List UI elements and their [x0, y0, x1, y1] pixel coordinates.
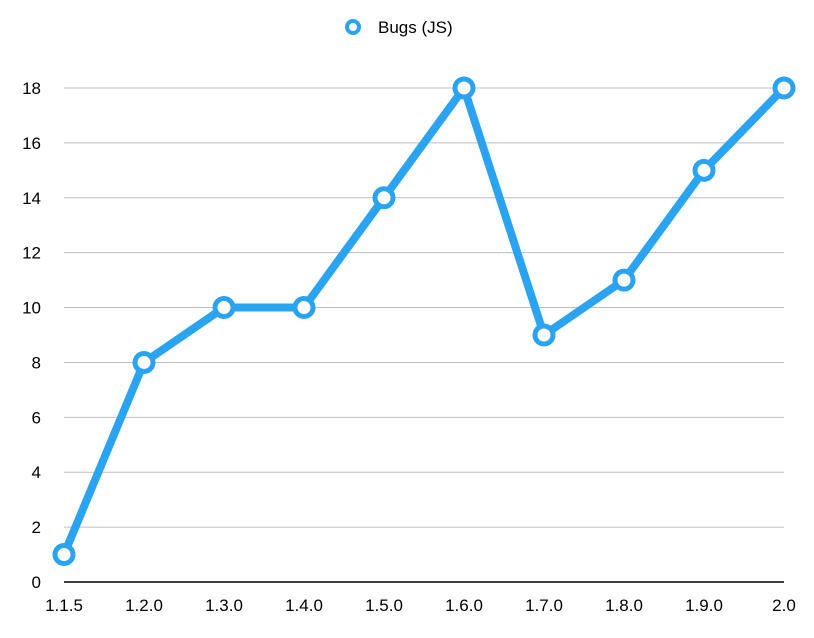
x-tick-label: 2.0 — [772, 596, 796, 615]
x-tick-label: 1.6.0 — [445, 596, 483, 615]
y-axis-tick-labels: 0 2 4 6 8 10 12 14 16 18 — [22, 79, 41, 592]
y-tick-label: 2 — [32, 518, 41, 537]
data-point-1-5-0 — [372, 186, 396, 210]
x-tick-label: 1.9.0 — [685, 596, 723, 615]
x-tick-label: 1.3.0 — [205, 596, 243, 615]
y-tick-label: 18 — [22, 79, 41, 98]
data-point-1-2-0 — [132, 350, 156, 374]
legend-marker — [345, 19, 361, 35]
data-point-2-0 — [772, 76, 796, 100]
y-tick-label: 14 — [22, 189, 41, 208]
x-tick-label: 1.7.0 — [525, 596, 563, 615]
series-line-bugs-js — [60, 84, 788, 559]
x-axis-tick-labels: 1.1.5 1.2.0 1.3.0 1.4.0 1.5.0 1.6.0 1.7.0 1.8.0… — [45, 596, 796, 615]
data-point-1-3-0 — [212, 296, 236, 320]
x-tick-label: 1.2.0 — [125, 596, 163, 615]
x-tick-label: 1.8.0 — [605, 596, 643, 615]
y-tick-label: 4 — [32, 463, 41, 482]
y-tick-label: 0 — [32, 573, 41, 592]
x-tick-label: 1.4.0 — [285, 596, 323, 615]
legend-label-bugs-js: Bugs (JS) — [378, 18, 453, 37]
y-tick-label: 8 — [32, 353, 41, 372]
data-points — [52, 76, 796, 567]
data-point-1-1-5 — [52, 543, 76, 567]
y-tick-label: 6 — [32, 408, 41, 427]
data-point-1-6-0 — [452, 76, 476, 100]
legend: Bugs (JS) — [345, 18, 453, 37]
grid-lines — [64, 87, 784, 528]
data-point-1-7-0 — [532, 323, 556, 347]
x-tick-label: 1.1.5 — [45, 596, 83, 615]
x-tick-label: 1.5.0 — [365, 596, 403, 615]
y-tick-label: 12 — [22, 244, 41, 263]
data-point-1-4-0 — [292, 296, 316, 320]
y-tick-label: 10 — [22, 299, 41, 318]
data-point-1-9-0 — [692, 158, 716, 182]
y-tick-label: 16 — [22, 134, 41, 153]
data-point-1-8-0 — [612, 268, 636, 292]
